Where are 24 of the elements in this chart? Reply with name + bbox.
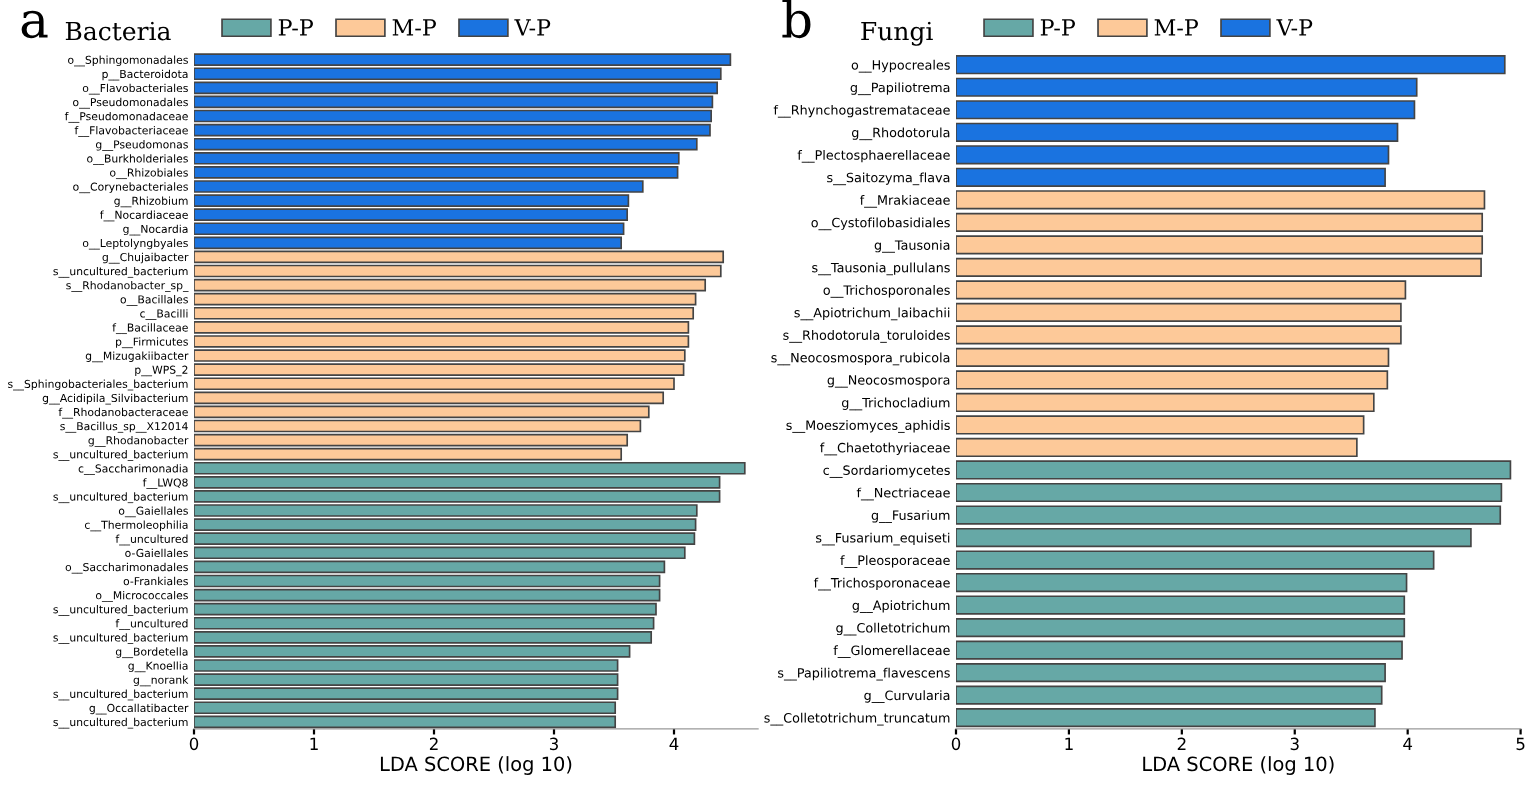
x-axis-title: LDA SCORE (log 10)	[1143, 756, 1334, 775]
x-tick-label: 4	[669, 737, 679, 750]
legend-label: M-P	[392, 19, 436, 36]
x-tick-label: 1	[1065, 737, 1073, 750]
legend-label: V-P	[514, 19, 551, 36]
x-tick-label: 2	[1177, 737, 1186, 750]
legend-label: P-P	[1040, 19, 1075, 36]
chart-title: Bacteria	[65, 21, 171, 41]
x-tick-label: 1	[310, 737, 318, 750]
x-tick-label: 3	[549, 737, 558, 751]
bar	[956, 55, 1506, 75]
x-tick-label: 5	[1516, 737, 1525, 751]
x-tick-label: 0	[951, 737, 961, 751]
text: a	[21, 10, 48, 39]
x-tick-label: 0	[189, 737, 199, 751]
chart-title: Fungi	[861, 21, 933, 46]
legend-label: P-P	[278, 19, 313, 36]
text: b	[782, 0, 811, 39]
x-tick-label: 2	[429, 737, 438, 750]
x-tick-label: 4	[1403, 737, 1413, 750]
x-axis-title: LDA SCORE (log 10)	[380, 756, 572, 775]
x-tick-label: 3	[1290, 737, 1299, 751]
legend-label: M-P	[1154, 19, 1198, 36]
legend-label: V-P	[1276, 19, 1313, 36]
